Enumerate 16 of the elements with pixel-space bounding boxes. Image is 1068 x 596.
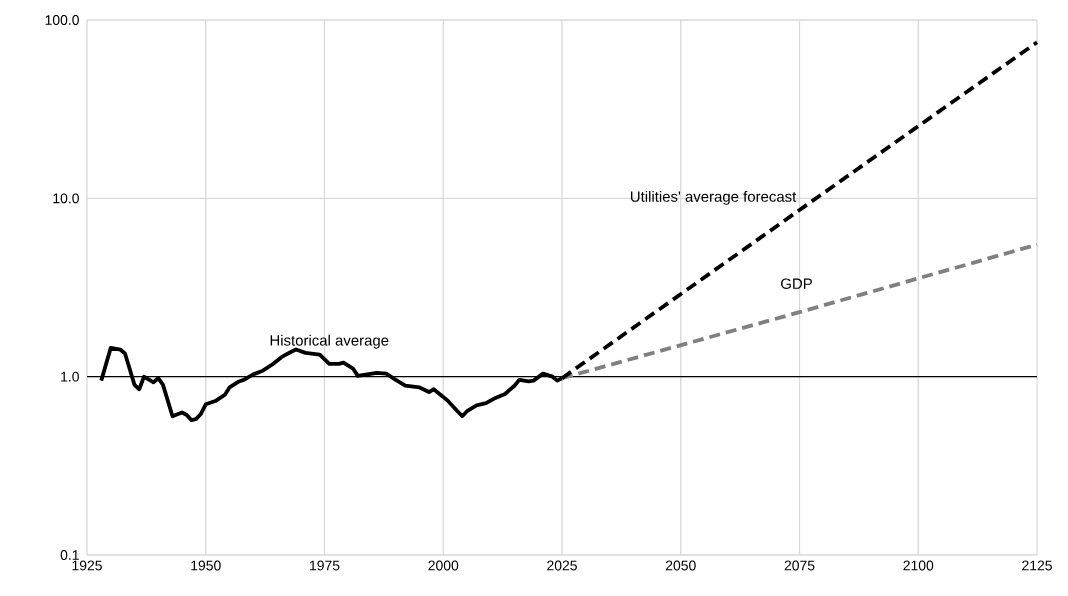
series-label: Historical average xyxy=(270,334,389,349)
x-tick-label: 2050 xyxy=(665,560,696,571)
series-label: Utilities' average forecast xyxy=(630,190,797,205)
x-tick-label: 1975 xyxy=(310,560,340,571)
series-label: GDP xyxy=(781,278,812,289)
x-tick-label: 2000 xyxy=(428,560,459,571)
x-tick-label: 2100 xyxy=(903,560,934,571)
y-tick-label: 10.0 xyxy=(53,193,79,204)
x-tick-label: 2125 xyxy=(1022,560,1052,571)
y-tick-label: 1.0 xyxy=(61,371,79,382)
x-tick-label: 2075 xyxy=(784,560,815,571)
x-tick-label: 1925 xyxy=(72,560,102,571)
x-tick-label: 2025 xyxy=(547,560,577,571)
y-tick-label: 0.1 xyxy=(60,550,79,560)
y-tick-label: 100.0 xyxy=(45,15,79,25)
x-tick-label: 1950 xyxy=(191,560,221,571)
